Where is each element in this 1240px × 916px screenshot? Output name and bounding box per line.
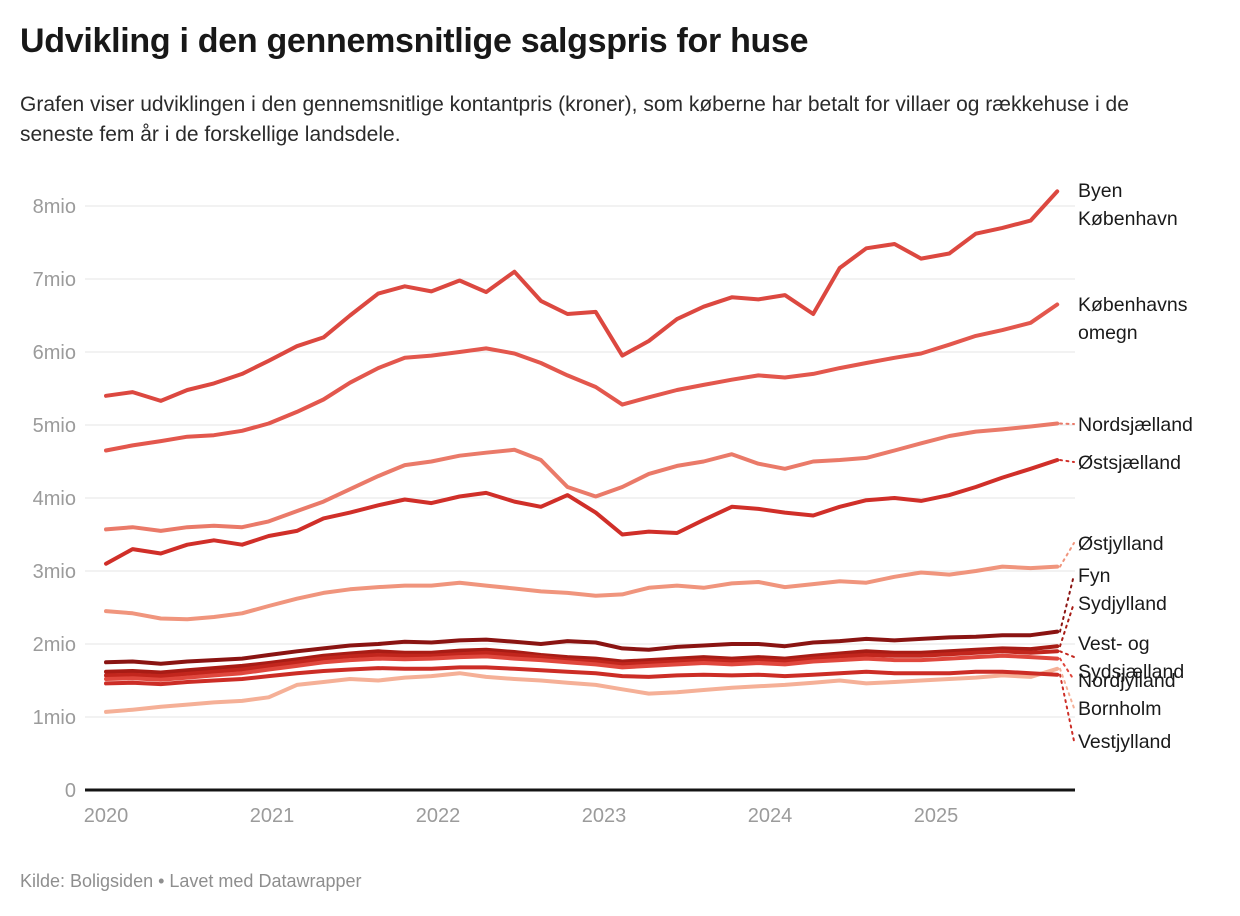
- series-label-9: Bornholm: [1078, 698, 1161, 720]
- leader-line-5: [1059, 574, 1075, 633]
- chart-title: Udvikling i den gennemsnitlige salgspris…: [20, 22, 809, 60]
- y-axis-label: 1mio: [33, 707, 76, 729]
- source-attribution: Kilde: Boligsiden • Lavet med Datawrappe…: [20, 871, 362, 891]
- y-axis-label: 6mio: [33, 342, 76, 364]
- line-series-1: [104, 302, 1060, 453]
- leader-line-6: [1059, 602, 1075, 648]
- series-label-10: Vestjylland: [1078, 731, 1171, 753]
- leader-line-3: [1059, 459, 1075, 463]
- series-label-0: Byen København: [1078, 180, 1178, 230]
- y-axis-label: 3mio: [33, 561, 76, 583]
- series-label-3: Østsjælland: [1078, 452, 1181, 474]
- x-axis-label: 2023: [582, 805, 627, 827]
- y-axis-label: 8mio: [33, 196, 76, 218]
- line-series-7: [104, 649, 1060, 679]
- leader-line-7: [1059, 650, 1075, 658]
- line-series-6: [104, 644, 1060, 675]
- x-axis-label: 2025: [914, 805, 959, 827]
- line-series-3: [104, 458, 1060, 566]
- y-axis-label: 0: [65, 780, 76, 802]
- line-series-9: [104, 666, 1060, 714]
- y-axis-label: 7mio: [33, 269, 76, 291]
- y-axis-label: 2mio: [33, 634, 76, 656]
- series-label-8: Nordjylland: [1078, 670, 1176, 692]
- line-series-4: [104, 564, 1060, 622]
- series-label-7: Vest- og Sydsjælland: [1078, 633, 1184, 683]
- leader-line-9: [1059, 667, 1075, 709]
- line-series-5: [104, 629, 1060, 666]
- line-series-10: [104, 665, 1060, 687]
- series-label-4: Østjylland: [1078, 533, 1164, 555]
- leader-line-10: [1059, 673, 1075, 742]
- series-label-1: Københavns omegn: [1078, 294, 1188, 344]
- y-axis-label: 4mio: [33, 488, 76, 510]
- leader-line-4: [1059, 542, 1075, 568]
- x-axis-label: 2024: [748, 805, 793, 827]
- line-series-0: [104, 189, 1060, 403]
- x-axis-label: 2020: [84, 805, 129, 827]
- chart-subtitle: Grafen viser udviklingen i den gennemsni…: [20, 93, 1129, 147]
- line-series-2: [104, 421, 1060, 533]
- x-axis-label: 2021: [250, 805, 295, 827]
- y-axis-label: 5mio: [33, 415, 76, 437]
- series-label-6: Sydjylland: [1078, 593, 1167, 615]
- series-label-2: Nordsjælland: [1078, 414, 1193, 436]
- leader-line-8: [1059, 657, 1075, 681]
- series-label-5: Fyn: [1078, 565, 1111, 587]
- x-axis-label: 2022: [416, 805, 461, 827]
- line-series-8: [104, 653, 1060, 682]
